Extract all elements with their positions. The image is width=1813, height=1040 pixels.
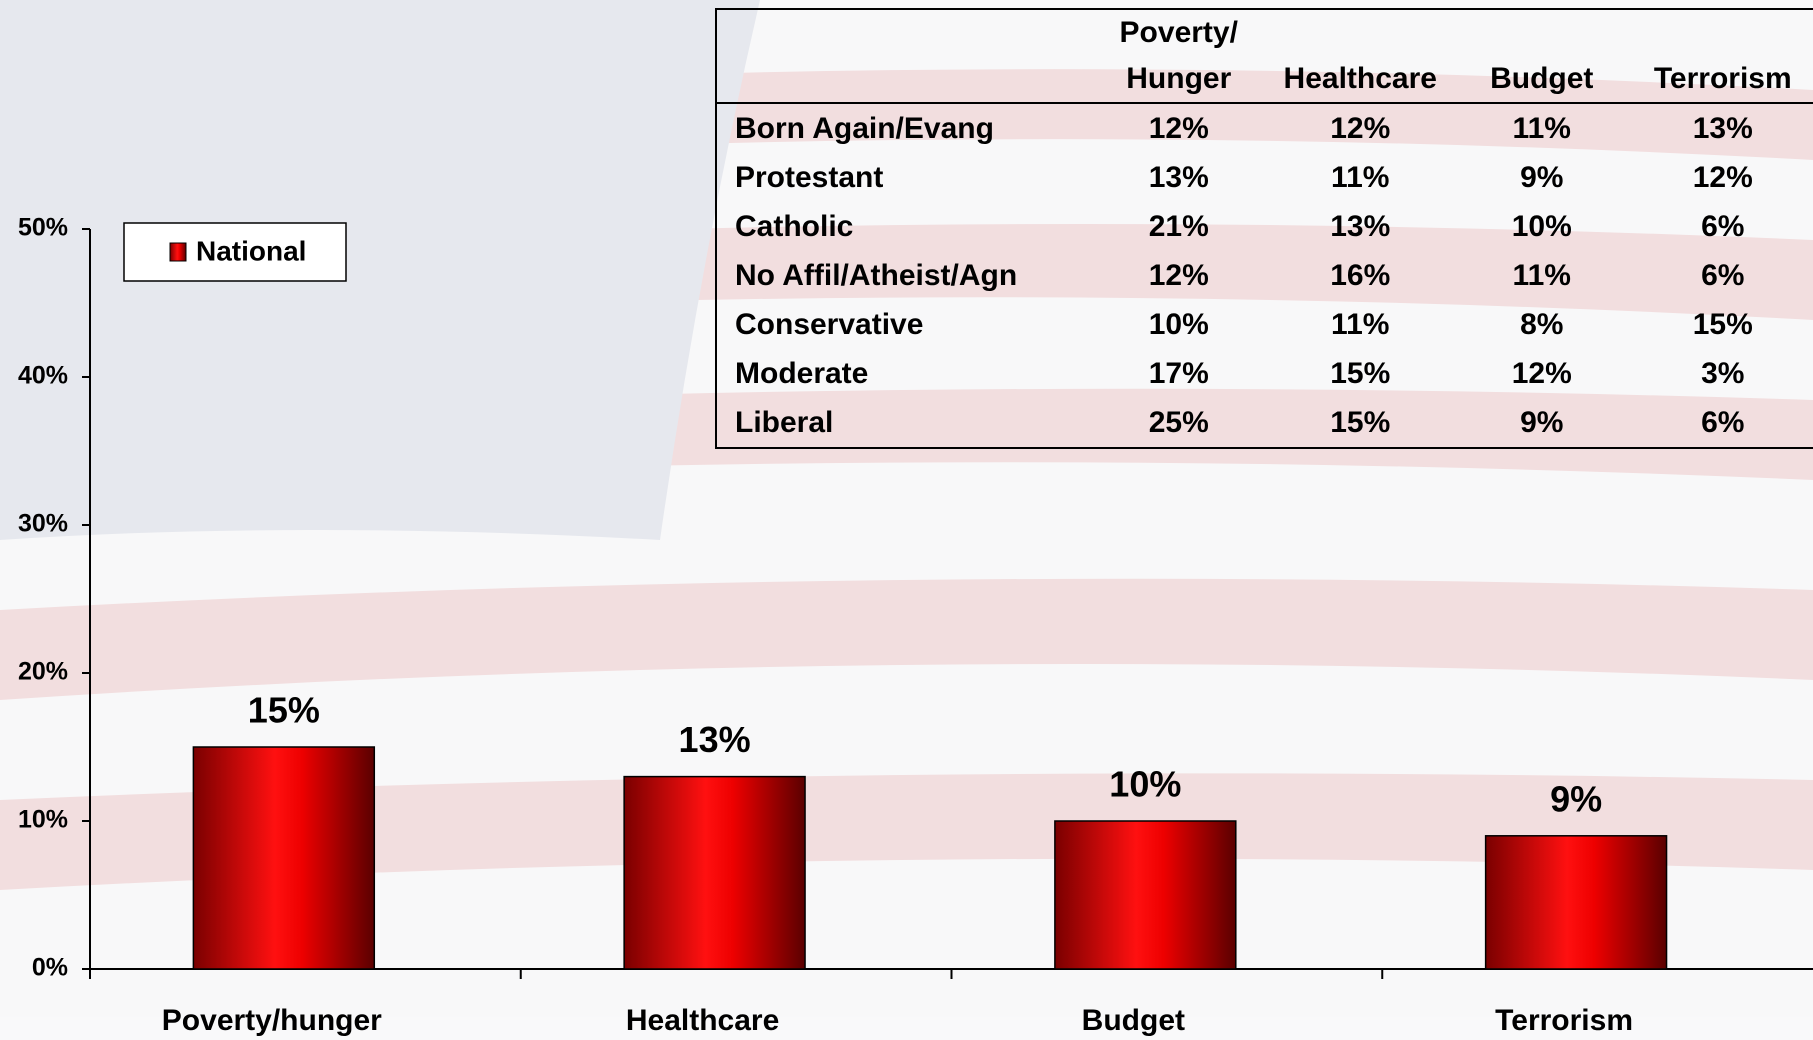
x-tick-label: Healthcare <box>626 1004 779 1037</box>
table-cell: 15% <box>1330 356 1391 390</box>
table-cell: 12% <box>1511 356 1572 390</box>
table-cell: 15% <box>1692 307 1753 341</box>
table-cell: 12% <box>1692 160 1753 194</box>
table-row: No Affil/Atheist/Agn 12% 16% 11% 6% <box>716 251 1813 300</box>
header-corner <box>716 9 1088 104</box>
row-label: Moderate <box>735 356 869 390</box>
row-label: Protestant <box>735 160 884 194</box>
table-cell: 3% <box>1701 356 1745 390</box>
table-cell: 12% <box>1148 111 1209 145</box>
table-cell: 6% <box>1701 405 1745 439</box>
y-tick-label: 20% <box>18 658 68 686</box>
y-tick-label: 40% <box>18 362 68 390</box>
row-label: Catholic <box>735 209 854 243</box>
table-row: Born Again/Evang 12% 12% 11% 13% <box>716 103 1813 153</box>
table-cell: 15% <box>1330 405 1391 439</box>
table-cell: 10% <box>1511 209 1572 243</box>
legend-swatch <box>169 242 187 262</box>
y-tick-label: 0% <box>32 954 68 982</box>
table-row: Conservative 10% 11% 8% 15% <box>716 300 1813 349</box>
data-table: Poverty/ Hunger Healthcare Budget Terrorism… <box>715 8 1813 449</box>
table-row: Catholic 21% 13% 10% 6% <box>716 202 1813 251</box>
table-cell: 13% <box>1330 209 1391 243</box>
bar <box>192 746 376 970</box>
value-label: 13% <box>679 719 751 760</box>
table-cell: 8% <box>1520 307 1564 341</box>
column-header: Terrorism <box>1632 9 1813 104</box>
table-row: Moderate 17% 15% 12% 3% <box>716 349 1813 398</box>
table-row: Protestant 13% 11% 9% 12% <box>716 153 1813 202</box>
column-header: Healthcare <box>1269 9 1451 104</box>
table-cell: 11% <box>1331 160 1390 194</box>
column-header: Poverty/ Hunger <box>1088 9 1270 104</box>
legend: National <box>123 222 347 282</box>
table-row: Liberal 25% 15% 9% 6% <box>716 398 1813 448</box>
legend-label: National <box>196 235 306 266</box>
table-cell: 10% <box>1148 307 1209 341</box>
table-cell: 6% <box>1701 209 1745 243</box>
table-cell: 11% <box>1512 111 1571 145</box>
row-label: Conservative <box>735 307 924 341</box>
x-tick-label: Budget <box>1082 1004 1185 1037</box>
y-tick-label: 50% <box>18 214 68 242</box>
table-cell: 9% <box>1520 405 1564 439</box>
row-label: Liberal <box>735 405 834 439</box>
legend-box <box>123 222 347 282</box>
row-label: Born Again/Evang <box>735 111 994 145</box>
bar <box>1054 820 1237 970</box>
table-cell: 17% <box>1148 356 1209 390</box>
value-label: 10% <box>1109 764 1181 805</box>
y-tick-label: 30% <box>18 510 68 538</box>
table-cell: 21% <box>1148 209 1209 243</box>
bar <box>1484 835 1668 970</box>
value-label: 9% <box>1550 778 1602 819</box>
x-tick-label: Poverty/hunger <box>162 1004 382 1037</box>
table-cell: 11% <box>1331 307 1390 341</box>
row-label: No Affil/Atheist/Agn <box>735 258 1018 292</box>
table-cell: 13% <box>1148 160 1209 194</box>
table-cell: 12% <box>1330 111 1391 145</box>
table-cell: 13% <box>1692 111 1753 145</box>
y-tick-label: 10% <box>18 806 68 834</box>
table-cell: 16% <box>1330 258 1391 292</box>
table-body: Born Again/Evang 12% 12% 11% 13% Protestant 13… <box>716 103 1813 448</box>
bar <box>623 775 806 970</box>
table-cell: 6% <box>1701 258 1745 292</box>
table-cell: 25% <box>1148 405 1209 439</box>
table-cell: 11% <box>1512 258 1571 292</box>
column-header: Budget <box>1451 9 1633 104</box>
x-tick-label: Terrorism <box>1495 1004 1633 1037</box>
table-header: Poverty/ Hunger Healthcare Budget Terrorism <box>716 9 1813 104</box>
table-cell: 12% <box>1148 258 1209 292</box>
value-label: 15% <box>248 690 320 731</box>
table-cell: 9% <box>1520 160 1564 194</box>
